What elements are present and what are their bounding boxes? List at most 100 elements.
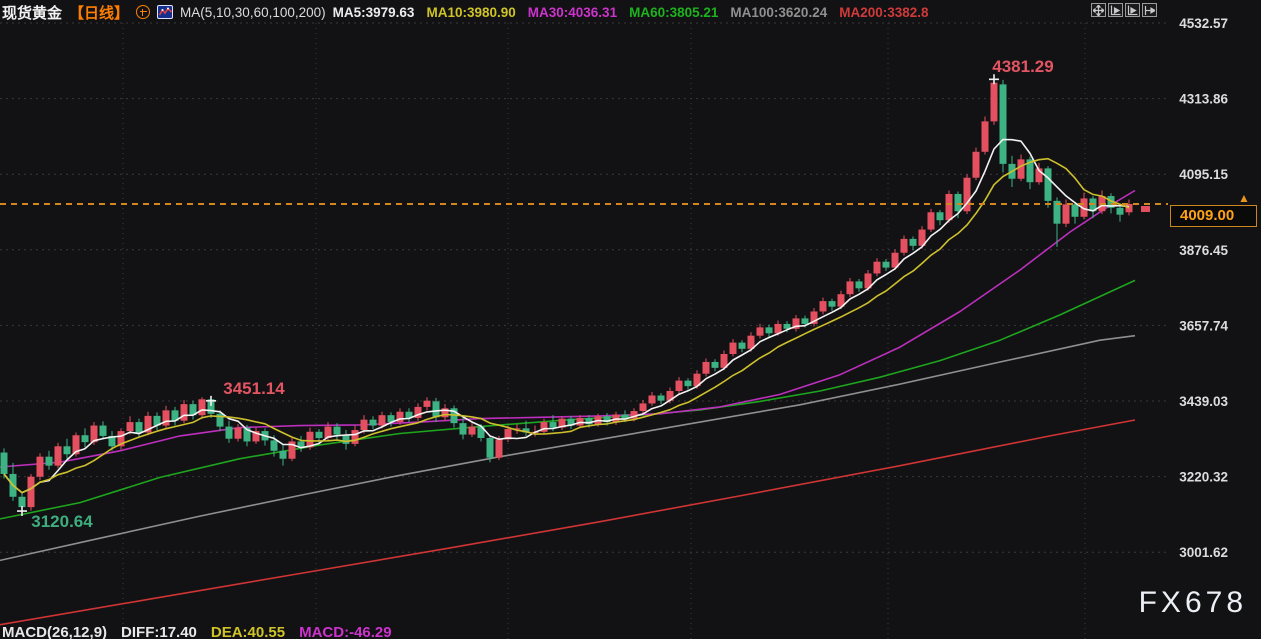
candle-body bbox=[585, 417, 593, 425]
zoom-axis-left-icon[interactable] bbox=[1108, 3, 1123, 17]
candle-body bbox=[351, 430, 359, 444]
candle-body bbox=[243, 427, 251, 442]
y-axis-tick-label: 3657.74 bbox=[1179, 318, 1228, 333]
candle-body bbox=[72, 435, 80, 455]
ma-line-ma30 bbox=[0, 189, 1136, 468]
candle-body bbox=[171, 410, 179, 421]
candle-body bbox=[729, 342, 737, 355]
candle-body bbox=[810, 311, 818, 324]
candle-body bbox=[684, 380, 692, 387]
candle-body bbox=[918, 229, 926, 246]
macd-diff-value: DIFF:17.40 bbox=[121, 624, 197, 639]
chart-toolbar bbox=[1091, 3, 1157, 17]
candle-body bbox=[792, 318, 800, 329]
extreme-cross-marker bbox=[989, 74, 999, 85]
candle-body bbox=[396, 411, 404, 423]
candle-body bbox=[207, 399, 215, 414]
period-selector[interactable]: 【日线】 bbox=[69, 4, 130, 22]
candle-body bbox=[855, 281, 863, 289]
candle-body bbox=[639, 403, 647, 412]
candle-body bbox=[405, 411, 413, 418]
candle-body bbox=[369, 419, 377, 426]
candle-body bbox=[225, 426, 233, 439]
candle-body bbox=[333, 426, 341, 435]
candle-body bbox=[873, 261, 881, 274]
candle-body bbox=[315, 431, 323, 439]
candle-body bbox=[306, 431, 314, 448]
candle-body bbox=[216, 413, 224, 427]
indicator-chart-icon[interactable] bbox=[157, 5, 174, 19]
candle-body bbox=[0, 452, 8, 474]
candle-body bbox=[657, 395, 665, 401]
candle-body bbox=[558, 418, 566, 428]
candle-body bbox=[837, 294, 845, 307]
symbol-name: 现货黄金 bbox=[2, 4, 63, 22]
price-alert-arrow-icon[interactable]: ▲ bbox=[1238, 191, 1250, 205]
extreme-price-label: 3451.14 bbox=[223, 379, 285, 398]
candle-body bbox=[693, 373, 701, 387]
candle-body bbox=[630, 411, 638, 419]
chart-header: 现货黄金 【日线】 MA(5,10,30,60,100,200) MA5:397… bbox=[2, 2, 929, 22]
candle-body bbox=[675, 380, 683, 391]
candle-body bbox=[1053, 200, 1061, 224]
candle-body bbox=[522, 428, 530, 433]
candle-body bbox=[954, 193, 962, 212]
candle-body bbox=[252, 431, 260, 442]
y-axis-tick-label: 4532.57 bbox=[1179, 16, 1228, 31]
ma-line-ma5 bbox=[3, 138, 1130, 494]
candle-body bbox=[720, 354, 728, 368]
extreme-price-label: 3120.64 bbox=[31, 512, 93, 531]
candle-body bbox=[774, 323, 782, 334]
y-axis-tick-label: 3876.45 bbox=[1179, 243, 1228, 258]
candle-body bbox=[765, 327, 773, 334]
candle-body bbox=[414, 406, 422, 418]
candle-body bbox=[135, 422, 143, 433]
candle-body bbox=[963, 177, 971, 212]
zoom-axis-play-icon[interactable] bbox=[1125, 3, 1140, 17]
candle-body bbox=[603, 416, 611, 423]
macd-dea-value: DEA:40.55 bbox=[210, 624, 286, 639]
candle-body bbox=[468, 426, 476, 435]
y-axis-tick-label: 4313.86 bbox=[1179, 92, 1228, 107]
candle-body bbox=[990, 82, 998, 122]
candle-body bbox=[828, 301, 836, 307]
candle-body bbox=[1026, 159, 1034, 183]
candle-body bbox=[27, 476, 35, 508]
candle-body bbox=[783, 323, 791, 329]
y-axis-tick-label: 3439.03 bbox=[1179, 394, 1228, 409]
candle-body bbox=[99, 425, 107, 436]
add-indicator-icon[interactable] bbox=[136, 5, 151, 19]
candle-body bbox=[324, 426, 332, 439]
candle-body bbox=[936, 212, 944, 221]
candle-body bbox=[891, 252, 899, 268]
candle-body bbox=[90, 425, 98, 443]
candle-body bbox=[513, 428, 521, 430]
candle-body bbox=[1116, 207, 1124, 215]
macd-value: MACD:-46.29 bbox=[299, 624, 392, 639]
y-axis-tick-label: 3001.62 bbox=[1179, 545, 1228, 560]
candle-body bbox=[927, 212, 935, 230]
ma-legend-item-3: MA60:3805.21 bbox=[629, 4, 719, 20]
pan-crosshair-icon[interactable] bbox=[1091, 3, 1106, 17]
ma-line-ma10 bbox=[3, 157, 1130, 494]
candle-body bbox=[234, 427, 242, 439]
candle-body bbox=[153, 415, 161, 426]
candle-body bbox=[567, 418, 575, 426]
jump-to-latest-icon[interactable] bbox=[1142, 3, 1157, 17]
candle-body bbox=[1017, 159, 1025, 179]
candle-body bbox=[756, 327, 764, 336]
candle-body bbox=[846, 281, 854, 295]
macd-settings-label: MACD(26,12,9) bbox=[2, 624, 108, 639]
candle-body bbox=[1044, 168, 1052, 201]
candle-body bbox=[747, 335, 755, 349]
candle-body bbox=[540, 422, 548, 432]
ma-line-ma100 bbox=[0, 334, 1136, 562]
candle-body bbox=[648, 395, 656, 404]
candle-body bbox=[1071, 204, 1079, 217]
ma-line-ma200 bbox=[0, 419, 1136, 626]
candle-body bbox=[126, 422, 134, 432]
candle-body bbox=[702, 361, 710, 374]
candle-body bbox=[549, 422, 557, 428]
